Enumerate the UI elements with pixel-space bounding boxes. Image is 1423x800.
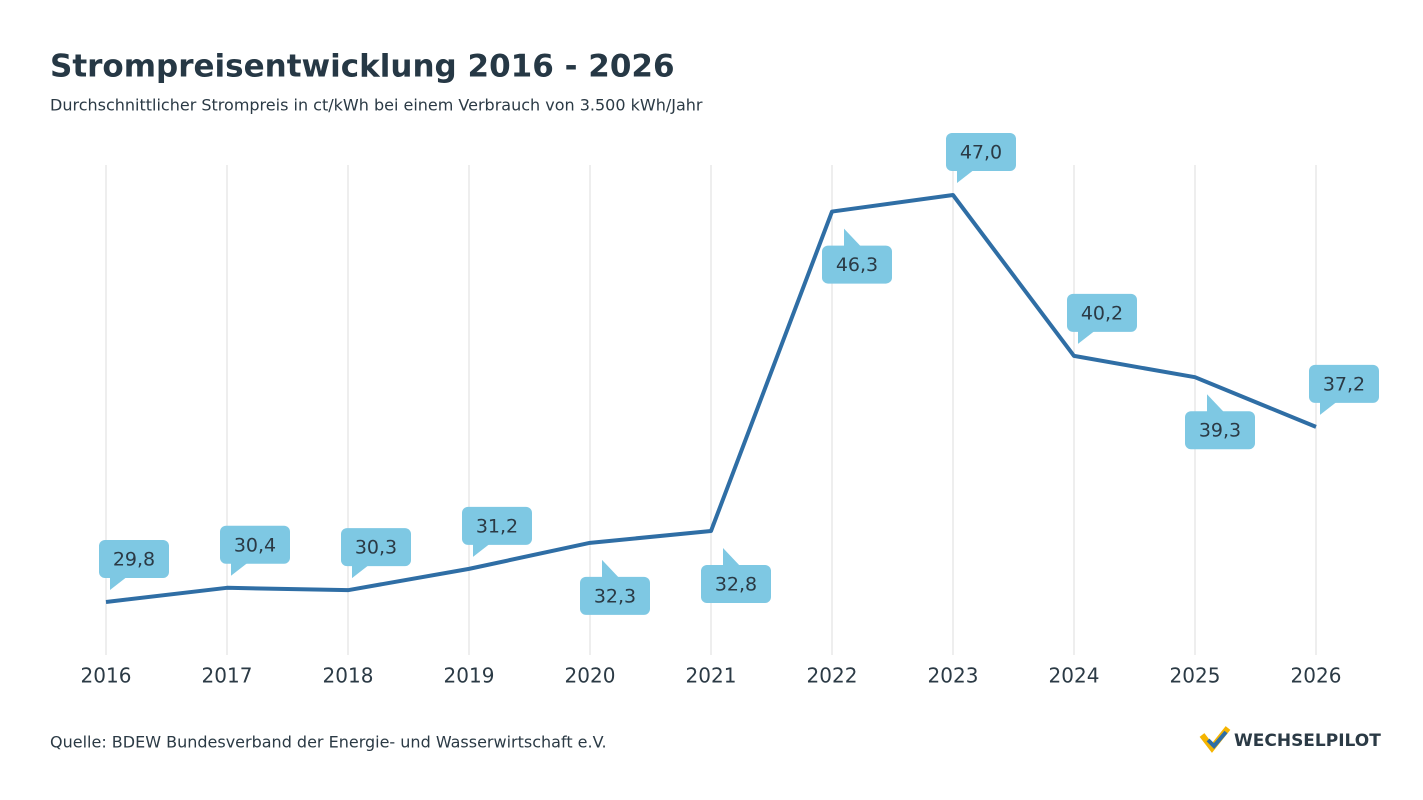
value-label: 29,8 (113, 549, 155, 571)
x-tick-label: 2025 (1170, 664, 1221, 688)
x-tick-label: 2018 (323, 664, 374, 688)
label-bubble (946, 133, 1016, 171)
logo: WECHSELPILOT (1234, 731, 1381, 751)
value-label: 46,3 (836, 254, 878, 276)
label-tail (1207, 394, 1225, 414)
label-bubble (1309, 364, 1379, 403)
x-tick-label: 2020 (565, 664, 616, 688)
value-label: 32,8 (715, 574, 757, 596)
label-bubble (462, 506, 532, 545)
value-label: 39,3 (1199, 420, 1241, 442)
label-tail (1320, 400, 1338, 415)
label-tail (844, 228, 862, 248)
label-bubble (341, 528, 411, 567)
chart-title: Strompreisentwicklung 2016 - 2026 (50, 49, 675, 85)
x-tick-label: 2022 (807, 664, 858, 688)
source: Quelle: BDEW Bundesverband der Energie- … (50, 733, 607, 752)
value-label: 32,3 (594, 585, 636, 607)
label-tail (957, 169, 975, 183)
label-bubble (99, 540, 169, 578)
label-tail (231, 561, 249, 576)
label-tail (352, 564, 370, 579)
value-label: 40,2 (1081, 302, 1123, 324)
value-label: 31,2 (476, 515, 518, 537)
label-tail (602, 559, 620, 579)
label-tail (473, 542, 491, 557)
x-tick-label: 2016 (81, 664, 132, 688)
label-tail (110, 576, 128, 590)
label-bubble (701, 565, 771, 604)
x-tick-label: 2024 (1049, 664, 1100, 688)
value-label: 37,2 (1323, 373, 1365, 395)
label-tail (1078, 329, 1096, 344)
x-tick-label: 2026 (1291, 664, 1342, 688)
value-label: 30,4 (234, 534, 276, 556)
label-bubble (1185, 411, 1255, 450)
logo-icon (1199, 726, 1231, 753)
line (105, 193, 1317, 604)
label-bubble (580, 576, 650, 615)
value-label: 47,0 (960, 142, 1002, 164)
label-bubble (1067, 293, 1137, 332)
label-bubble (220, 525, 290, 564)
value-label: 30,3 (355, 537, 397, 559)
x-tick-label: 2019 (444, 664, 495, 688)
x-tick-label: 2023 (928, 664, 979, 688)
x-tick-label: 2021 (686, 664, 737, 688)
chart-subtitle: Durchschnittlicher Strompreis in ct/kWh … (50, 96, 703, 115)
label-bubble (822, 245, 892, 284)
x-tick-label: 2017 (202, 664, 253, 688)
label-tail (723, 548, 741, 568)
